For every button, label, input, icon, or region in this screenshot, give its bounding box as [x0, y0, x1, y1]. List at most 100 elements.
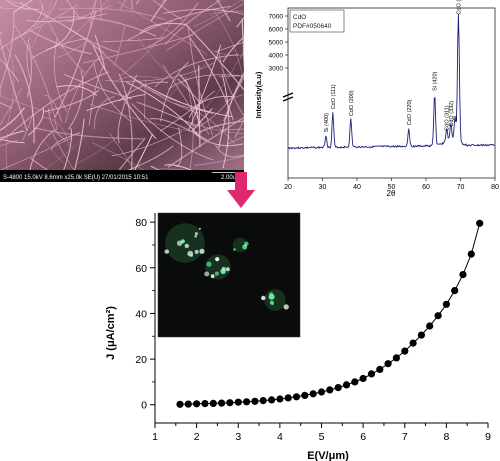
emission-haze: [165, 223, 205, 263]
fe-data-point: [434, 312, 442, 320]
nanowire: [14, 54, 35, 144]
nanowire: [210, 5, 243, 76]
nanowire: [0, 137, 72, 171]
nanowire: [103, 54, 199, 114]
emission-spot: [215, 257, 220, 262]
emission-spot: [233, 248, 236, 251]
nanowire: [113, 25, 126, 66]
nanowire: [62, 127, 72, 174]
nanowire: [0, 107, 25, 131]
nanowire: [0, 139, 18, 147]
nanowire: [13, 0, 34, 13]
fe-data-point: [442, 300, 450, 308]
fluorescence-inset: [157, 212, 301, 338]
xrd-ytick-label: 6000: [269, 27, 284, 34]
emission-spot: [204, 271, 210, 277]
nanowire: [150, 165, 181, 182]
nanowire: [54, 38, 68, 112]
fe-data-point: [467, 250, 475, 258]
nanowire: [214, 144, 244, 158]
xrd-legend-material: CdO: [293, 14, 306, 21]
xrd-ytick-label: 4000: [269, 53, 284, 60]
fe-data-point: [226, 399, 234, 407]
emission-spot: [194, 249, 199, 254]
fe-data-point: [426, 322, 434, 330]
emission-spot: [199, 227, 201, 230]
nanowire: [119, 81, 169, 102]
nanowire: [121, 20, 172, 76]
xrd-ytick-label: 5000: [269, 40, 284, 47]
fe-data-point: [201, 400, 209, 408]
nanowire: [31, 1, 53, 49]
nanowire: [217, 49, 244, 117]
emission-haze: [264, 289, 286, 311]
nanowire: [64, 55, 102, 123]
nanowire: [191, 108, 213, 132]
emission-spot: [184, 243, 189, 249]
nanowire: [46, 10, 75, 51]
nanowire: [89, 0, 96, 27]
xrd-peak-label: CdO (311): [445, 105, 451, 130]
fe-xtick-label: 1: [152, 431, 158, 443]
fe-data-point: [384, 360, 392, 368]
nanowire: [149, 117, 208, 141]
fe-ytick-label: 60: [135, 263, 147, 275]
xrd-peak-labels: Si (400)CdO (111) CdO (200) CdO (220) Si (4…: [324, 0, 463, 132]
fe-xtick-label: 2: [194, 431, 200, 443]
nanowire: [175, 102, 207, 113]
nanowire: [22, 108, 33, 142]
nanowire: [67, 70, 84, 130]
nanowire: [135, 0, 140, 5]
nanowire: [8, 0, 25, 4]
emission-spot: [271, 302, 274, 306]
nanowire: [22, 4, 43, 35]
emission-spot: [214, 271, 219, 276]
fe-data-point: [284, 394, 292, 402]
xrd-peak-label: CdO (200): [349, 90, 355, 116]
nanowire: [193, 132, 244, 147]
xrd-chart: 20 30 40 50 60 70 80 3000 4000 5000 6000 7000 Si (4…: [254, 0, 499, 198]
fe-xlabel: E(V/μm): [307, 450, 349, 461]
nanowire: [52, 42, 86, 58]
nanowire: [198, 120, 244, 133]
xrd-axes: 20 30 40 50 60 70 80 3000 4000 5000 6000 7000: [269, 14, 499, 192]
fe-xtick-label: 8: [443, 431, 449, 443]
nanowire: [234, 118, 244, 138]
nanowire: [47, 108, 67, 141]
nanowire: [58, 7, 165, 21]
nanowire: [160, 61, 189, 122]
nanowire: [167, 116, 244, 168]
fe-data-point: [218, 399, 226, 407]
nanowire: [222, 36, 244, 63]
nanowire: [0, 58, 20, 82]
xrd-peak-label: CdO (222): [456, 0, 462, 15]
nanowire: [241, 18, 244, 73]
fe-data-point: [392, 354, 400, 362]
xrd-xtick-label: 20: [284, 184, 292, 191]
fe-data-point: [342, 381, 351, 389]
nanowire: [166, 3, 244, 51]
xrd-xtick-label: 40: [353, 184, 361, 191]
nanowire: [41, 116, 69, 146]
nanowire: [126, 81, 201, 138]
fe-data-point: [401, 347, 409, 355]
fe-axes: 1 2 3 4 5 6 7 8 9 0 20 40 60 80: [135, 213, 491, 443]
nanowire: [0, 36, 28, 131]
nanowire: [185, 76, 194, 178]
fe-ytick-label: 80: [135, 217, 147, 229]
fe-data-point: [334, 384, 342, 392]
nanowire: [117, 74, 138, 144]
nanowire: [164, 0, 221, 45]
nanowire: [223, 74, 244, 122]
emission-spot: [176, 240, 183, 246]
fluorescence-inset-background: [157, 212, 301, 338]
xrd-peak-label: Si (420): [433, 71, 439, 90]
nanowire: [5, 0, 40, 10]
emission-spot: [221, 266, 226, 271]
fe-data-point: [317, 388, 326, 396]
emission-spot: [164, 249, 169, 254]
fe-data-point: [367, 370, 376, 378]
down-arrow-icon: [227, 172, 255, 208]
fe-ytick-label: 40: [135, 308, 147, 320]
nanowire: [119, 0, 127, 10]
